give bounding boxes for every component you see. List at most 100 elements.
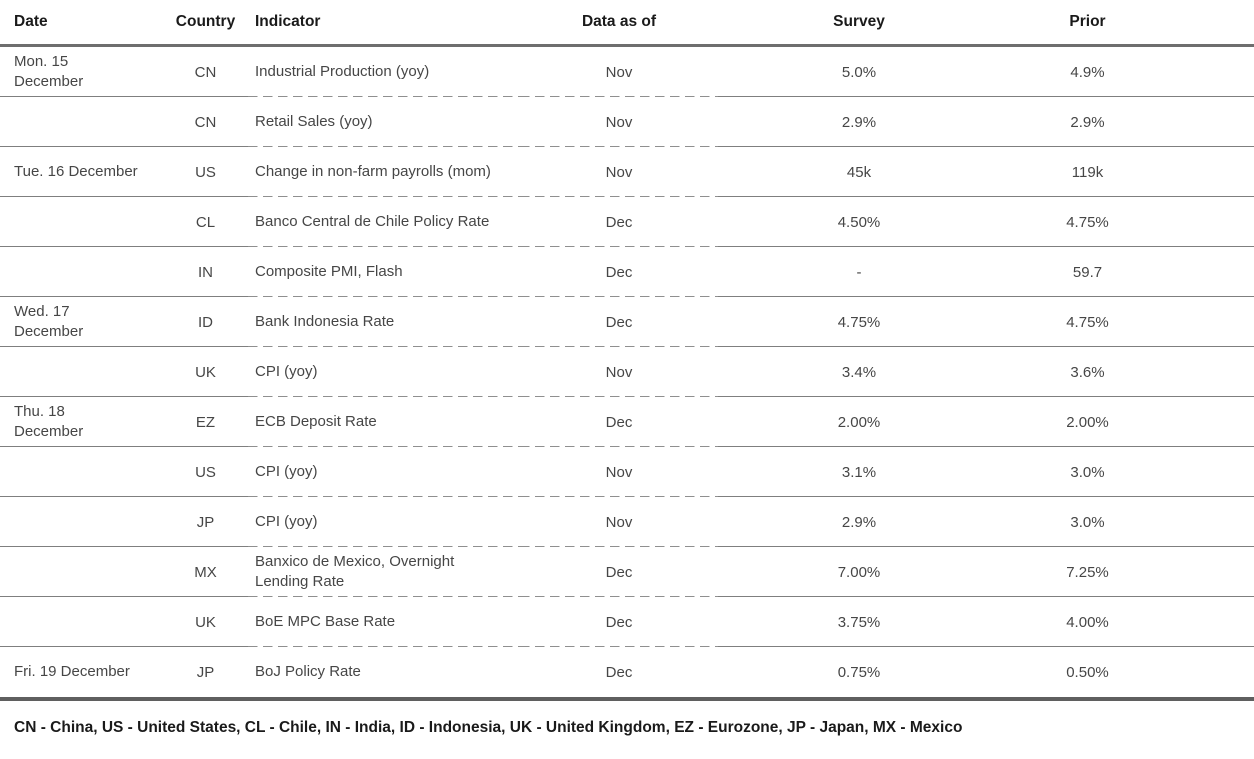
- cell-indicator: CPI (yoy): [248, 347, 520, 397]
- cell-indicator: CPI (yoy): [248, 447, 520, 497]
- cell-date: [0, 347, 163, 397]
- cell-indicator: Retail Sales (yoy): [248, 97, 520, 147]
- cell-data-as-of: Dec: [520, 247, 718, 297]
- cell-spacer: [1175, 597, 1254, 647]
- cell-date: Tue. 16 December: [0, 147, 163, 197]
- cell-spacer: [1175, 247, 1254, 297]
- cell-prior: 4.00%: [1000, 597, 1175, 647]
- country-code-legend: CN - China, US - United States, CL - Chi…: [14, 719, 963, 736]
- cell-survey: 0.75%: [837, 663, 881, 681]
- cell-country: CN: [163, 97, 248, 147]
- cell-indicator: Change in non-farm payrolls (mom): [248, 147, 520, 197]
- cell-date: Mon. 15 December: [0, 45, 163, 97]
- cell-survey: 4.50%: [718, 197, 1000, 247]
- table-row: Mon. 15 December CN Industrial Productio…: [0, 45, 1254, 97]
- cell-country: CL: [163, 197, 248, 247]
- cell-prior: 2.00%: [1000, 397, 1175, 447]
- cell-date: Fri. 19 December: [14, 663, 130, 680]
- table-row: Tue. 16 December US Change in non-farm p…: [0, 147, 1254, 197]
- cell-survey: -: [718, 247, 1000, 297]
- cell-prior: 2.9%: [1000, 97, 1175, 147]
- cell-prior: 4.9%: [1000, 45, 1175, 97]
- table-row: MX Banxico de Mexico, Overnight Lending …: [0, 547, 1254, 597]
- cell-prior: 3.0%: [1000, 447, 1175, 497]
- cell-indicator: Banxico de Mexico, Overnight Lending Rat…: [248, 547, 520, 597]
- cell-survey: 45k: [718, 147, 1000, 197]
- cell-spacer: [1175, 297, 1254, 347]
- cell-date: [0, 547, 163, 597]
- cell-data-as-of: Nov: [520, 97, 718, 147]
- economic-calendar-table: Date Country Indicator Data as of Survey…: [0, 0, 1254, 701]
- table-row: CL Banco Central de Chile Policy Rate De…: [0, 197, 1254, 247]
- col-header-survey: Survey: [718, 0, 1000, 47]
- cell-prior: 4.75%: [1000, 297, 1175, 347]
- cell-spacer: [1175, 397, 1254, 447]
- cell-data-as-of: Nov: [520, 45, 718, 97]
- cell-country: ID: [163, 297, 248, 347]
- cell-data-as-of: Dec: [520, 297, 718, 347]
- cell-country: IN: [163, 247, 248, 297]
- cell-prior: 3.6%: [1000, 347, 1175, 397]
- header-row: Date Country Indicator Data as of Survey…: [0, 0, 1254, 47]
- cell-prior: 0.50%: [1066, 663, 1109, 681]
- cell-data-as-of: Nov: [520, 447, 718, 497]
- cell-spacer: [1175, 197, 1254, 247]
- cell-spacer: [1175, 347, 1254, 397]
- cell-country: US: [163, 147, 248, 197]
- table-row: Thu. 18 December EZ ECB Deposit Rate Dec…: [0, 397, 1254, 447]
- cell-date: [0, 197, 163, 247]
- cell-country: JP: [163, 497, 248, 547]
- cell-prior: 4.75%: [1000, 197, 1175, 247]
- cell-country: EZ: [163, 397, 248, 447]
- cell-indicator: BoE MPC Base Rate: [248, 597, 520, 647]
- table-row: JP CPI (yoy) Nov 2.9% 3.0%: [0, 497, 1254, 547]
- col-header-date: Date: [0, 0, 163, 47]
- cell-indicator: ECB Deposit Rate: [248, 397, 520, 447]
- cell-date: Thu. 18 December: [0, 397, 163, 447]
- cell-country: CN: [163, 45, 248, 97]
- table-row: UK CPI (yoy) Nov 3.4% 3.6%: [0, 347, 1254, 397]
- col-header-data-as-of: Data as of: [520, 0, 718, 47]
- cell-prior: 59.7: [1000, 247, 1175, 297]
- cell-date: Wed. 17 December: [0, 297, 163, 347]
- cell-data-as-of: Dec: [520, 397, 718, 447]
- cell-country: UK: [163, 597, 248, 647]
- cell-spacer: [1175, 97, 1254, 147]
- cell-spacer: [1175, 497, 1254, 547]
- cell-survey: 3.1%: [718, 447, 1000, 497]
- cell-spacer: [1175, 447, 1254, 497]
- cell-survey: 5.0%: [718, 45, 1000, 97]
- cell-data-as-of: Dec: [520, 547, 718, 597]
- cell-survey: 7.00%: [718, 547, 1000, 597]
- table-row: Wed. 17 December ID Bank Indonesia Rate …: [0, 297, 1254, 347]
- cell-prior: 3.0%: [1000, 497, 1175, 547]
- cell-survey: 2.9%: [718, 97, 1000, 147]
- table-row: Fri. 19 December JP BoJ Policy Rate Dec …: [0, 647, 1254, 699]
- cell-survey: 4.75%: [718, 297, 1000, 347]
- cell-spacer: [1175, 147, 1254, 197]
- cell-indicator: Banco Central de Chile Policy Rate: [248, 197, 520, 247]
- cell-date: [0, 597, 163, 647]
- cell-spacer: [1175, 45, 1254, 97]
- cell-indicator: CPI (yoy): [248, 497, 520, 547]
- cell-indicator: BoJ Policy Rate: [255, 663, 361, 680]
- cell-date: [0, 97, 163, 147]
- cell-data-as-of: Nov: [520, 497, 718, 547]
- cell-indicator: Industrial Production (yoy): [248, 45, 520, 97]
- table-row: UK BoE MPC Base Rate Dec 3.75% 4.00%: [0, 597, 1254, 647]
- col-header-spacer: [1175, 0, 1254, 47]
- cell-spacer: [1175, 547, 1254, 597]
- col-header-prior: Prior: [1000, 0, 1175, 47]
- table-row: US CPI (yoy) Nov 3.1% 3.0%: [0, 447, 1254, 497]
- cell-country: JP: [196, 663, 215, 681]
- cell-date: [0, 497, 163, 547]
- table-row: CN Retail Sales (yoy) Nov 2.9% 2.9%: [0, 97, 1254, 147]
- table-body: Mon. 15 December CN Industrial Productio…: [0, 45, 1254, 700]
- cell-data-as-of: Dec: [520, 197, 718, 247]
- col-header-country: Country: [163, 0, 248, 47]
- cell-country: UK: [163, 347, 248, 397]
- cell-country: US: [163, 447, 248, 497]
- table-row: IN Composite PMI, Flash Dec - 59.7: [0, 247, 1254, 297]
- cell-data-as-of: Nov: [520, 347, 718, 397]
